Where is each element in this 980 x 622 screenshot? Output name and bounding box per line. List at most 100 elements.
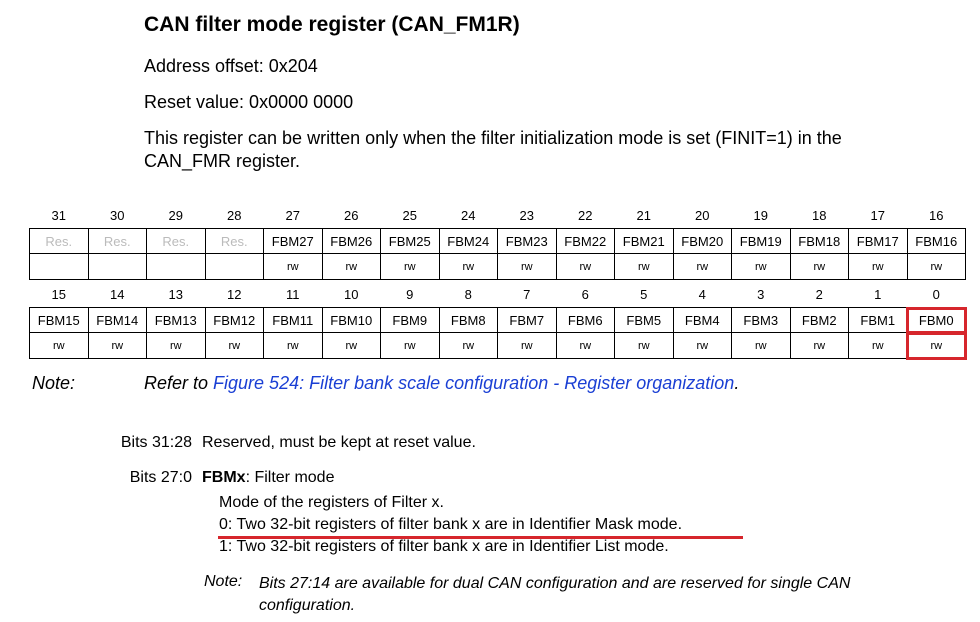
bit-number: 1 [874,286,882,302]
bit-number: 22 [578,207,593,223]
access-cell: rw [380,253,440,280]
access-cell: rw [29,332,89,359]
field-cell: FBM17 [848,228,908,254]
bit-number: 12 [227,286,242,302]
bit-number: 28 [227,207,242,223]
bit-number: 23 [519,207,534,223]
field-cell: FBM11 [263,307,323,333]
access-cell: rw [204,332,264,359]
bit-number: 30 [110,207,125,223]
reserved-field: Res. [29,228,89,254]
field-cell: FBM21 [614,228,674,254]
bit-number: 2 [815,286,823,302]
red-underline-annotation [218,536,743,539]
access-cell: rw [497,332,557,359]
access-cell: rw [438,332,498,359]
field-cell: FBM25 [380,228,440,254]
access-cell: rw [263,253,323,280]
access-cell: rw [614,253,674,280]
bit-number: 14 [110,286,125,302]
reset-value: Reset value: 0x0000 0000 [144,92,354,112]
address-offset: Address offset: 0x204 [144,56,318,76]
bit-number: 7 [523,286,531,302]
bit-number: 10 [344,286,359,302]
field-cell: FBM10 [321,307,381,333]
field-cell: FBM14 [87,307,147,333]
register-table-upper: 31 30 29 28 27 26 25 24 23 22 21 20 19 18 17 16 Res. Res… [29,202,966,280]
mode-line-1: Mode of the registers of Filter x. [219,494,444,511]
bit-number: 26 [344,207,359,223]
access-cell: rw [380,332,440,359]
mode-line-2: 0: Two 32-bit registers of filter bank x… [219,516,683,533]
access-cell: rw [731,332,791,359]
access-cell: rw [848,253,908,280]
reserved-field: Res. [146,228,206,254]
access-cell: rw [146,332,206,359]
field-cell: FBM8 [438,307,498,333]
bit-number: 31 [51,207,66,223]
bit-number: 18 [812,207,827,223]
bit-number: 11 [286,286,300,302]
field-cell: FBM3 [731,307,791,333]
bit-number: 3 [757,286,765,302]
access-cell: rw [614,332,674,359]
note2-label: Note: [204,573,243,590]
page-title: CAN filter mode register (CAN_FM1R) [144,13,520,36]
bit-number: 27 [285,207,300,223]
field-cell: FBM26 [321,228,381,254]
field-cell: FBM4 [672,307,732,333]
access-cell: rw [497,253,557,280]
field-cell: FBM12 [204,307,264,333]
bit-number: 15 [51,286,66,302]
bits-31-28-desc: Reserved, must be kept at reset value. [202,434,476,451]
bit-number: 13 [168,286,183,302]
bit-number: 21 [636,207,651,223]
field-cell: FBM23 [497,228,557,254]
field-cell: FBM13 [146,307,206,333]
field-cell: FBM27 [263,228,323,254]
access-cell: rw [87,332,147,359]
field-cell: FBM16 [906,228,966,254]
access-cell: rw [789,332,849,359]
access-cell: rw [672,332,732,359]
access-cell: rw [906,253,966,280]
note-label: Note: [32,373,76,393]
field-cell: FBM18 [789,228,849,254]
bit-number: 19 [753,207,768,223]
bit-number: 20 [695,207,710,223]
bit-number: 0 [932,286,940,302]
description-line-2: CAN_FMR register. [144,151,301,171]
access-cell [204,253,264,280]
note-suffix: . [734,373,740,393]
bit-number: 24 [461,207,476,223]
field-cell: FBM19 [731,228,791,254]
access-cell: rw [555,253,615,280]
mode-line-3: 1: Two 32-bit registers of filter bank x… [219,538,669,555]
access-cell [146,253,206,280]
field-cell: FBM9 [380,307,440,333]
description-line-1: This register can be written only when t… [144,128,842,148]
bits-27-0-label: Bits 27:0 [129,469,192,486]
field-cell: FBM24 [438,228,498,254]
field-desc: : Filter mode [245,469,335,486]
access-cell: rw [438,253,498,280]
field-cell: FBM2 [789,307,849,333]
bit-number: 6 [581,286,589,302]
note2-text: Bits 27:14 are available for dual CAN co… [259,575,851,614]
register-table-lower: 15 14 13 12 11 10 9 8 7 6 5 4 3 2 1 0 FBM15 FBM14 FBM13 FB… [29,281,967,360]
bits-27-0-desc: FBMx: Filter mode [202,469,334,487]
access-cell: rw [731,253,791,280]
access-cell: rw [789,253,849,280]
note-prefix: Refer to [144,373,214,393]
field-cell: FBM22 [555,228,615,254]
field-name: FBMx [202,469,246,486]
bit-number: 8 [464,286,472,302]
access-cell: rw [555,332,615,359]
field-cell: FBM5 [614,307,674,333]
access-cell: rw [321,332,381,359]
field-cell: FBM15 [29,307,89,333]
figure-link[interactable]: Figure 524: Filter bank scale configurat… [213,373,735,393]
bit-number: 5 [640,286,648,302]
access-cell [87,253,147,280]
field-cell: FBM6 [555,307,615,333]
